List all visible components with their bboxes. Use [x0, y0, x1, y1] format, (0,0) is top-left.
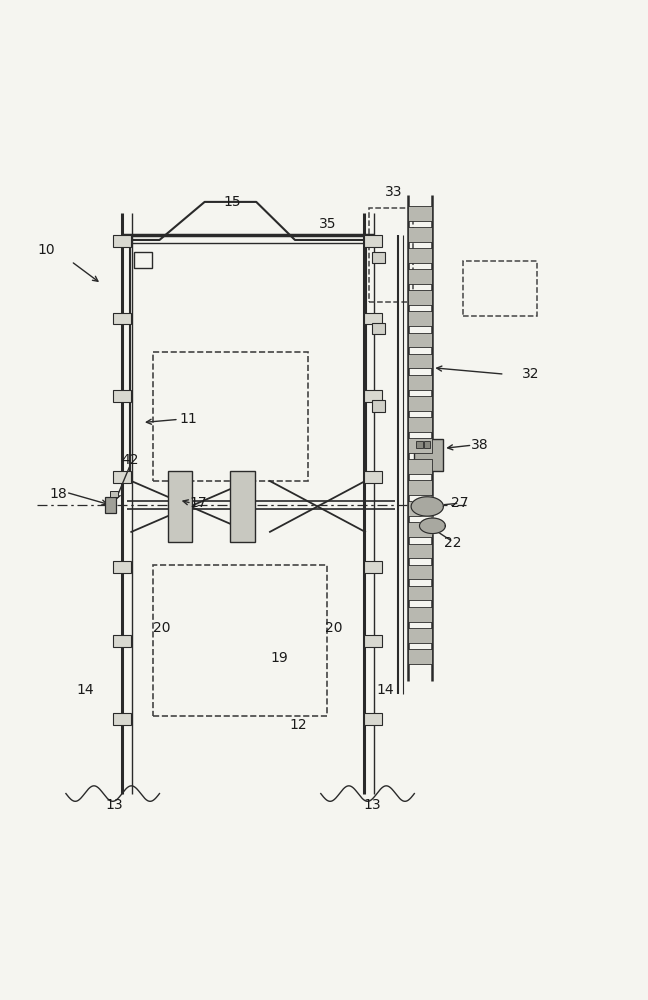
Bar: [408, 269, 432, 284]
Bar: [168, 471, 192, 542]
Text: 20: 20: [153, 621, 170, 635]
Text: 27: 27: [451, 496, 469, 510]
Bar: [373, 323, 386, 334]
Bar: [408, 227, 432, 242]
Text: 15: 15: [224, 195, 241, 209]
Text: 18: 18: [49, 487, 67, 501]
Bar: [408, 311, 432, 326]
Text: 17: 17: [189, 496, 207, 510]
Bar: [364, 313, 382, 324]
Text: 14: 14: [76, 683, 94, 697]
Text: 10: 10: [38, 243, 55, 257]
Bar: [104, 497, 116, 513]
Bar: [408, 649, 432, 664]
Text: 35: 35: [318, 217, 336, 231]
Bar: [416, 441, 422, 448]
Text: 11: 11: [179, 412, 198, 426]
Bar: [408, 333, 432, 347]
Bar: [408, 248, 432, 263]
Bar: [408, 417, 432, 432]
Bar: [364, 713, 382, 725]
Text: 22: 22: [445, 536, 462, 550]
Bar: [408, 459, 432, 474]
Bar: [113, 635, 131, 647]
Text: 12: 12: [290, 718, 307, 732]
Bar: [133, 252, 152, 268]
Text: 20: 20: [325, 621, 342, 635]
Bar: [364, 561, 382, 573]
Polygon shape: [411, 497, 443, 516]
Bar: [408, 522, 432, 537]
Bar: [408, 438, 432, 453]
Bar: [408, 607, 432, 622]
Bar: [408, 354, 432, 368]
Bar: [408, 290, 432, 305]
Text: 19: 19: [270, 651, 288, 665]
Bar: [113, 390, 131, 402]
Bar: [364, 390, 382, 402]
Bar: [113, 235, 131, 247]
Bar: [231, 471, 255, 542]
Bar: [373, 400, 386, 412]
Bar: [369, 208, 413, 302]
Text: 42: 42: [122, 453, 139, 467]
Bar: [373, 252, 386, 263]
Text: 38: 38: [471, 438, 489, 452]
Bar: [463, 261, 537, 316]
Text: 13: 13: [364, 798, 381, 812]
Bar: [408, 206, 432, 221]
Text: 33: 33: [385, 185, 402, 199]
Bar: [408, 375, 432, 390]
Bar: [408, 501, 432, 516]
Bar: [408, 396, 432, 411]
Bar: [153, 352, 308, 481]
Bar: [364, 235, 382, 247]
Text: 13: 13: [106, 798, 123, 812]
Bar: [153, 565, 327, 716]
Bar: [424, 441, 430, 448]
Bar: [414, 439, 443, 471]
Bar: [408, 586, 432, 600]
Bar: [110, 491, 117, 497]
Bar: [113, 561, 131, 573]
Text: 32: 32: [522, 367, 539, 381]
Bar: [408, 628, 432, 643]
Bar: [113, 313, 131, 324]
Bar: [113, 713, 131, 725]
Bar: [408, 565, 432, 579]
Bar: [408, 480, 432, 495]
Text: 14: 14: [376, 683, 394, 697]
Bar: [408, 544, 432, 558]
Polygon shape: [419, 518, 445, 534]
Bar: [113, 471, 131, 483]
Bar: [364, 635, 382, 647]
Bar: [364, 471, 382, 483]
